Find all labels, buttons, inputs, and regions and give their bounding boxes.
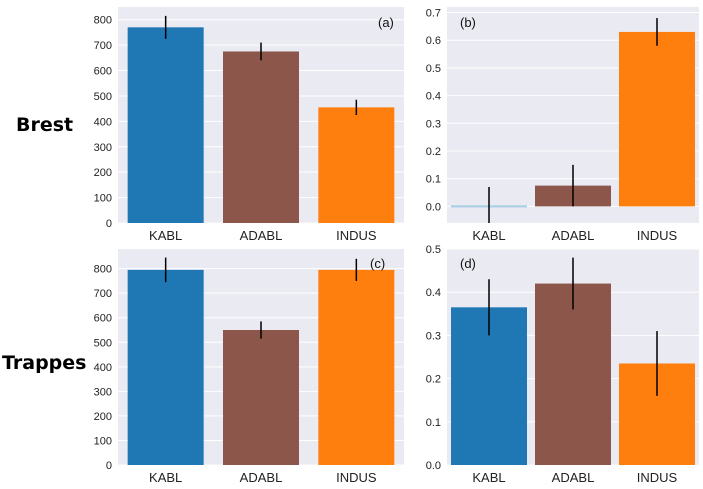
x-tick-label: INDUS	[637, 228, 678, 243]
y-tick-label: 200	[94, 167, 112, 179]
y-tick-label: 700	[94, 288, 112, 300]
y-tick-label: 0.6	[426, 35, 441, 47]
x-tick-label: KABL	[149, 470, 182, 485]
x-tick-label: INDUS	[637, 470, 678, 485]
row-label-brest: Brest	[16, 114, 73, 136]
y-tick-label: 0.7	[426, 8, 441, 20]
panel-tag: (c)	[370, 256, 385, 271]
panel-c: 0 100 200 300 400 500 600 700 800 KABL ADABL INDUS (…	[94, 249, 404, 485]
x-tick-label: ADABL	[240, 470, 283, 485]
x-tick-label: INDUS	[336, 228, 377, 243]
x-tick-label: ADABL	[240, 228, 283, 243]
x-tick-label: ADABL	[552, 228, 595, 243]
panel-tag: (a)	[378, 15, 394, 30]
y-tick-label: 600	[94, 66, 112, 78]
y-tick-label: 500	[94, 91, 112, 103]
x-tick-label: KABL	[472, 228, 505, 243]
y-tick-label: 0.0	[426, 460, 441, 472]
y-tick-label: 0.4	[426, 287, 441, 299]
y-tick-label: 300	[94, 386, 112, 398]
y-tick-label: 800	[94, 15, 112, 27]
y-tick-label: 800	[94, 264, 112, 276]
y-tick-label: 0.3	[426, 330, 441, 342]
y-tick-label: 0.4	[426, 91, 441, 103]
panel-b: 0.0 0.1 0.2 0.3 0.4 0.5 0.6 0.7 KABL ADABL INDUS (b…	[426, 7, 699, 243]
y-tick-label: 0.2	[426, 374, 441, 386]
bar-indus	[318, 269, 395, 465]
y-tick-label: 0.1	[426, 417, 441, 429]
bar-adabl	[223, 51, 299, 224]
y-tick-label: 100	[94, 435, 112, 447]
y-tick-label: 0.5	[426, 244, 441, 256]
y-tick-label: 0.2	[426, 146, 441, 158]
y-tick-label: 200	[94, 411, 112, 423]
bar-indus	[619, 31, 695, 207]
bar-indus	[318, 107, 395, 223]
y-tick-label: 0	[106, 218, 112, 230]
y-tick-label: 0	[106, 460, 112, 472]
bar-adabl	[535, 283, 611, 465]
bar-kabl	[127, 27, 204, 224]
y-tick-label: 400	[94, 362, 112, 374]
y-tick-label: 100	[94, 193, 112, 205]
y-tick-label: 500	[94, 337, 112, 349]
y-tick-label: 0.3	[426, 118, 441, 130]
bar-kabl	[127, 269, 204, 465]
panel-tag: (b)	[460, 15, 476, 30]
x-tick-label: KABL	[472, 470, 505, 485]
y-tick-label: 0.1	[426, 174, 441, 186]
y-tick-label: 700	[94, 40, 112, 52]
panel-a: 0 100 200 300 400 500 600 700 800 KABL ADABL INDUS (…	[94, 7, 404, 243]
row-label-trappes: Trappes	[2, 352, 86, 374]
x-tick-label: ADABL	[552, 470, 595, 485]
bar-adabl	[223, 330, 299, 465]
x-tick-label: KABL	[149, 228, 182, 243]
panel-d: 0.0 0.1 0.2 0.3 0.4 0.5 KABL ADABL INDUS (d)	[426, 244, 699, 485]
y-tick-label: 0.0	[426, 201, 441, 213]
x-tick-label: INDUS	[336, 470, 377, 485]
y-tick-label: 300	[94, 142, 112, 154]
y-tick-label: 0.5	[426, 63, 441, 75]
y-tick-label: 600	[94, 313, 112, 325]
panel-tag: (d)	[460, 256, 476, 271]
y-tick-label: 400	[94, 116, 112, 128]
